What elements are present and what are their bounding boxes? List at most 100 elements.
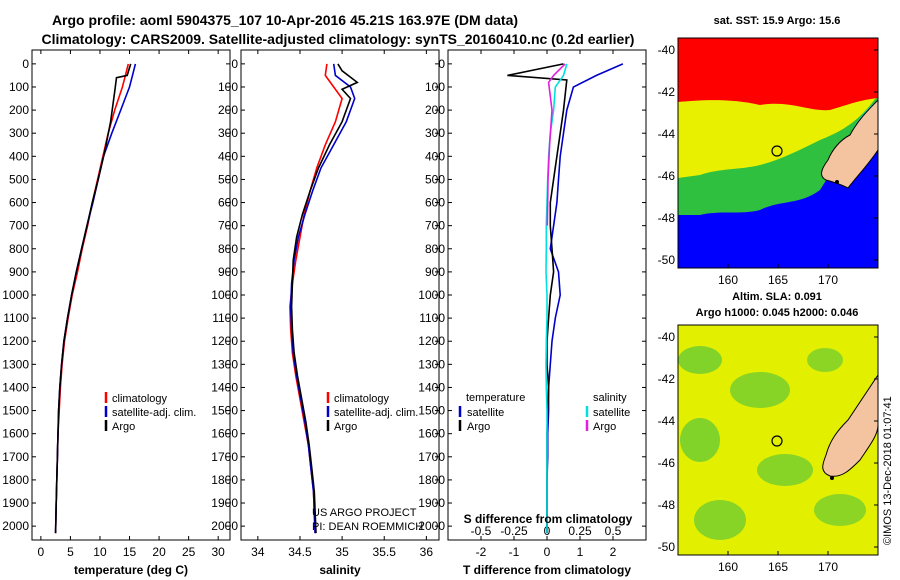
y-tick-label: 600 xyxy=(218,196,238,210)
x-tick-label: 10 xyxy=(93,545,107,559)
map-ticks: 160 165 170 -40 -42 -44 -46 -48 -50 160 165 170 -40 -… xyxy=(658,43,878,574)
temperature-panel: 0100200300400500600700800900100011001200… xyxy=(2,49,231,577)
series-line-temperature-argo xyxy=(507,63,568,534)
y-tick-label: 0 xyxy=(231,57,238,71)
x-tick-label: 0 xyxy=(38,545,45,559)
imos-credit: ©IMOS 13-Dec-2018 01:07:41 xyxy=(882,396,894,545)
y-tick-label: 1700 xyxy=(418,450,445,464)
sst-map-title: sat. SST: 15.9 Argo: 15.6 xyxy=(714,15,841,27)
y-tick-label: 500 xyxy=(425,172,445,186)
y-tick-label: 1200 xyxy=(211,334,238,348)
x-tick-label: 1 xyxy=(577,545,584,559)
y-tick-label: 200 xyxy=(425,103,445,117)
y-tick-label: 1900 xyxy=(2,496,29,510)
y-tick-label: 1200 xyxy=(418,334,445,348)
stewart-island-marker xyxy=(835,180,839,184)
map-x-tick-label: 170 xyxy=(818,560,838,574)
legend-label-t-argo: Argo xyxy=(467,421,490,433)
y-tick-label: 1400 xyxy=(211,380,238,394)
map-y-tick-label: -44 xyxy=(658,414,676,428)
map-y-tick-label: -48 xyxy=(658,498,676,512)
sla-map xyxy=(677,324,879,556)
y-tick-label: 900 xyxy=(425,265,445,279)
x-tick-label: 2 xyxy=(610,545,617,559)
map-x-tick-label: 165 xyxy=(768,560,788,574)
map-y-tick-label: -42 xyxy=(658,85,676,99)
salinity-panel: 0 100 200 300 400 500 600 700 800 900 1000 1100 1200… xyxy=(211,49,440,577)
legend-label-satellite: satellite-adj. clim. xyxy=(112,407,196,419)
y-tick-label: 1100 xyxy=(419,311,445,325)
x-tick-label: 35.5 xyxy=(373,545,397,559)
sla-anomaly-blob xyxy=(678,346,722,374)
y-tick-label: 400 xyxy=(425,149,445,163)
y-tick-label: 1700 xyxy=(211,450,238,464)
y-tick-label: 1600 xyxy=(2,427,29,441)
x-tick-label: 30 xyxy=(211,545,225,559)
y-tick-label: 1500 xyxy=(418,404,445,418)
project-annotation: US ARGO PROJECT xyxy=(312,507,417,519)
y-tick-label: 1900 xyxy=(418,496,445,510)
x-tick-label: 25 xyxy=(182,545,196,559)
difference-legend: temperature satellite Argo salinity sate… xyxy=(458,392,633,526)
series-line-argo xyxy=(54,63,132,534)
s-difference-axis-label: S difference from climatology xyxy=(464,512,633,526)
y-tick-label: 1800 xyxy=(418,473,445,487)
y-tick-label: 2000 xyxy=(418,519,445,533)
s-tick-label: -0.25 xyxy=(500,524,528,538)
salinity-legend: climatology satellite-adj. clim. Argo US… xyxy=(312,392,423,533)
map-y-tick-label: -40 xyxy=(658,43,676,57)
legend-label-satellite: satellite-adj. clim. xyxy=(334,407,418,419)
s-tick-label: -0.5 xyxy=(471,524,492,538)
y-tick-label: 900 xyxy=(9,265,29,279)
y-tick-label: 500 xyxy=(218,172,238,186)
y-tick-label: 300 xyxy=(9,126,29,140)
y-tick-label: 300 xyxy=(425,126,445,140)
y-tick-label: 1000 xyxy=(2,288,29,302)
y-tick-label: 600 xyxy=(425,196,445,210)
x-tick-label: 34.5 xyxy=(288,545,312,559)
y-tick-label: 500 xyxy=(9,172,29,186)
temperature-legend: climatology satellite-adj. clim. Argo xyxy=(104,392,196,433)
y-tick-label: 1600 xyxy=(211,427,238,441)
y-tick-label: 1300 xyxy=(418,357,445,371)
sla-anomaly-blob xyxy=(757,454,813,486)
y-tick-label: 1600 xyxy=(418,427,445,441)
map-y-tick-label: -44 xyxy=(658,127,676,141)
map-y-tick-label: -50 xyxy=(658,540,676,554)
map-y-tick-label: -50 xyxy=(658,253,676,267)
series-line-climatology xyxy=(54,63,130,534)
y-tick-label: 1000 xyxy=(418,288,445,302)
y-tick-label: 100 xyxy=(425,80,445,94)
y-tick-label: 100 xyxy=(9,80,29,94)
figure-title-line1: Argo profile: aoml 5904375_107 10-Apr-20… xyxy=(52,12,518,28)
map-y-tick-label: -48 xyxy=(658,211,676,225)
x-tick-label: 5 xyxy=(67,545,74,559)
y-tick-label: 1000 xyxy=(211,288,238,302)
legend-label-climatology: climatology xyxy=(334,393,390,405)
difference-panel: 0100200300400500600700800900100011001200… xyxy=(418,49,647,577)
map-x-tick-label: 165 xyxy=(768,273,788,287)
y-tick-label: 400 xyxy=(218,149,238,163)
legend-label-t-satellite: satellite xyxy=(467,407,504,419)
y-tick-label: 1800 xyxy=(2,473,29,487)
argo-float-location xyxy=(771,435,783,447)
s-tick-label: 0.25 xyxy=(568,524,592,538)
x-tick-label: 20 xyxy=(152,545,166,559)
map-y-tick-label: -46 xyxy=(658,169,676,183)
y-tick-label: 200 xyxy=(9,103,29,117)
y-tick-label: 700 xyxy=(218,219,238,233)
series-line-argo xyxy=(290,63,359,534)
y-tick-label: 2000 xyxy=(211,519,238,533)
y-tick-label: 1100 xyxy=(3,311,29,325)
plot-frame xyxy=(240,49,440,541)
s-tick-label: 0.5 xyxy=(605,524,622,538)
y-tick-label: 2000 xyxy=(2,519,29,533)
legend-title-salinity: salinity xyxy=(593,392,627,404)
x-tick-label: 35 xyxy=(335,545,349,559)
x-tick-label: 15 xyxy=(123,545,137,559)
map-y-tick-label: -40 xyxy=(658,330,676,344)
x-tick-label: -1 xyxy=(509,545,520,559)
series-line-satellite-adj-clim- xyxy=(289,63,356,534)
y-tick-label: 700 xyxy=(9,219,29,233)
